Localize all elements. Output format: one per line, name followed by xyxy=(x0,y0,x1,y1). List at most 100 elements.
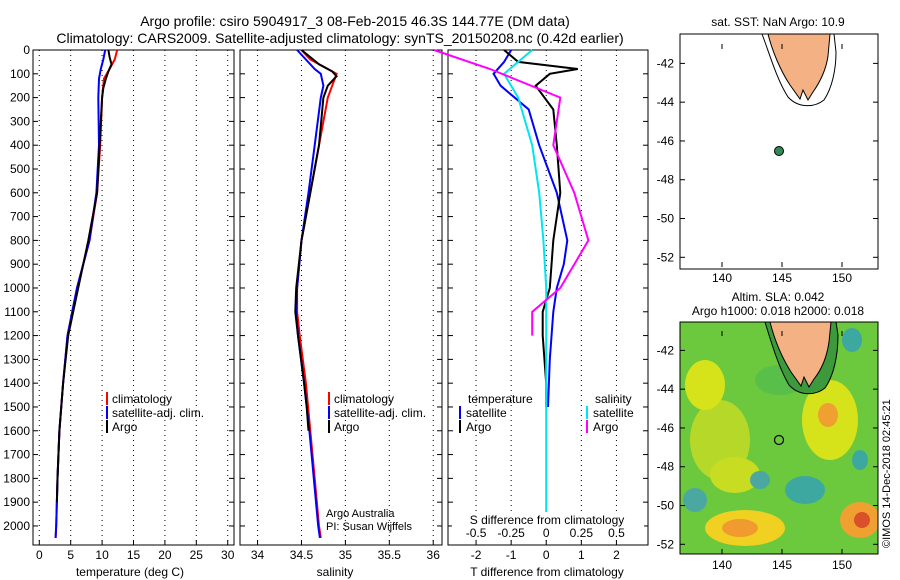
y-tick-label: 1100 xyxy=(4,305,30,319)
y-tick-label: 2000 xyxy=(3,519,30,533)
series-satellite-line xyxy=(492,49,569,408)
series-satellite-salinity-line xyxy=(502,49,548,538)
tasmania-land xyxy=(767,33,831,102)
x-tick-label: 25 xyxy=(190,548,204,562)
map-lon-label: 145 xyxy=(772,271,792,285)
x2-tick-label: 0 xyxy=(543,526,550,540)
legend-temperature-title: temperature xyxy=(468,392,533,406)
y-tick-label: 400 xyxy=(10,138,30,152)
x-tick-label: 10 xyxy=(95,548,109,562)
y-tick-label: 900 xyxy=(10,257,30,271)
map-lat-label: -44 xyxy=(657,95,675,109)
series-argo-line xyxy=(55,49,113,503)
temperature-legend: climatology satellite-adj. clim. Argo xyxy=(106,392,204,434)
legend-argo: Argo xyxy=(112,420,138,434)
legend-climatology: climatology xyxy=(112,392,172,406)
sla-map: Altim. SLA: 0.042 Argo h1000: 0.018 h200… xyxy=(657,290,879,572)
map-lon-label: 150 xyxy=(832,271,852,285)
sla-field xyxy=(680,322,878,554)
x-tick-label: 15 xyxy=(127,548,141,562)
y-tick-label: 1300 xyxy=(3,352,30,366)
salinity-frame xyxy=(239,49,443,546)
difference-legend: temperature salinity satellite Argo sate… xyxy=(459,392,634,434)
y-tick-label: 300 xyxy=(10,114,30,128)
legend-s-argo: Argo xyxy=(593,420,619,434)
x-tick-label: 0 xyxy=(543,548,550,562)
map-lat-label: -44 xyxy=(657,382,675,396)
salinity-panel: 34 34.5 35 35.5 36 salinity climatology sate… xyxy=(239,49,443,579)
sla-map-title-2: Argo h1000: 0.018 h2000: 0.018 xyxy=(692,304,864,318)
map-lon-label: 140 xyxy=(712,271,732,285)
x2-tick-label: 0.5 xyxy=(608,526,625,540)
x-tick-label: 35 xyxy=(339,548,353,562)
x-tick-label: 5 xyxy=(67,548,74,562)
x-tick-label: 30 xyxy=(221,548,235,562)
legend-climatology: climatology xyxy=(334,392,394,406)
map-lon-label: 150 xyxy=(832,558,852,572)
shelf-contour xyxy=(761,33,837,107)
temperature-frame xyxy=(32,49,235,546)
y-tick-label: 0 xyxy=(23,43,30,57)
difference-xlabel-salinity: S difference from climatology xyxy=(470,513,625,527)
x-tick-label: 20 xyxy=(158,548,172,562)
map-lat-label: -50 xyxy=(657,212,675,226)
sla-map-frame xyxy=(679,321,879,555)
map-lat-label: -42 xyxy=(657,56,675,70)
credit-pi: PI: Susan Wijffels xyxy=(326,521,412,533)
y-tick-label: 800 xyxy=(10,233,30,247)
difference-xlabel: T difference from climatology xyxy=(470,565,624,579)
difference-panel: -2 -1 0 1 2 T difference from climatology S … xyxy=(433,49,649,579)
x-tick-label: 34.5 xyxy=(290,548,314,562)
x-tick-label: 34 xyxy=(251,548,265,562)
y-tick-label: 1000 xyxy=(3,281,30,295)
y-tick-label: 1200 xyxy=(3,329,30,343)
map-lat-label: -46 xyxy=(657,134,675,148)
x-tick-label: 2 xyxy=(613,548,620,562)
map-lat-label: -52 xyxy=(657,250,675,264)
series-argo-salinity-line xyxy=(433,49,590,336)
y-tick-label: 100 xyxy=(10,67,30,81)
y-tick-label: 500 xyxy=(10,162,30,176)
series-argo-line xyxy=(294,49,338,431)
y-tick-label: 1800 xyxy=(3,471,30,485)
imos-credit: ©IMOS 14-Dec-2018 02:45:21 xyxy=(881,399,893,548)
salinity-legend: climatology satellite-adj. clim. Argo xyxy=(328,392,426,434)
title-line-1: Argo profile: csiro 5904917_3 08-Feb-201… xyxy=(140,13,570,29)
x2-tick-label: 0.25 xyxy=(570,526,594,540)
legend-salinity-title: salinity xyxy=(595,392,632,406)
y-tick-label: 1500 xyxy=(3,400,30,414)
argo-float-marker xyxy=(774,146,784,156)
map-lon-label: 140 xyxy=(712,558,732,572)
x2-tick-label: -0.5 xyxy=(466,526,487,540)
legend-s-satellite: satellite xyxy=(593,406,634,420)
y-tick-label: 1400 xyxy=(3,376,30,390)
y-tick-label: 600 xyxy=(10,186,30,200)
sst-map-title: sat. SST: NaN Argo: 10.9 xyxy=(711,15,845,29)
y-tick-label: 1900 xyxy=(3,495,30,509)
y-tick-label: 200 xyxy=(10,91,30,105)
credit-argo-australia: Argo Australia xyxy=(326,508,395,520)
map-lat-label: -52 xyxy=(657,537,675,551)
series-argo-line xyxy=(503,49,578,407)
title-line-2: Climatology: CARS2009. Satellite-adjuste… xyxy=(56,30,623,46)
x-tick-label: 1 xyxy=(578,548,585,562)
map-lat-label: -50 xyxy=(657,499,675,513)
legend-satellite: satellite-adj. clim. xyxy=(112,406,204,420)
salinity-xlabel: salinity xyxy=(317,565,354,579)
x2-tick-label: -0.25 xyxy=(497,526,525,540)
map-lat-label: -48 xyxy=(657,173,675,187)
sst-map: sat. SST: NaN Argo: 10.9 -42 -44 -46 -48 -50… xyxy=(657,15,879,285)
x-tick-label: -1 xyxy=(506,548,517,562)
x-tick-label: 36 xyxy=(427,548,441,562)
y-tick-label: 1600 xyxy=(3,424,30,438)
x-tick-label: -2 xyxy=(471,548,482,562)
map-lat-label: -42 xyxy=(657,343,675,357)
y-tick-label: 700 xyxy=(10,210,30,224)
map-lat-label: -46 xyxy=(657,421,675,435)
s-axis-box xyxy=(452,512,644,540)
x-tick-label: 0 xyxy=(36,548,43,562)
map-lon-label: 145 xyxy=(772,558,792,572)
sla-map-title-1: Altim. SLA: 0.042 xyxy=(732,290,825,304)
temperature-panel: 0 5 10 15 20 25 300100200300400500600700800900… xyxy=(3,43,234,579)
